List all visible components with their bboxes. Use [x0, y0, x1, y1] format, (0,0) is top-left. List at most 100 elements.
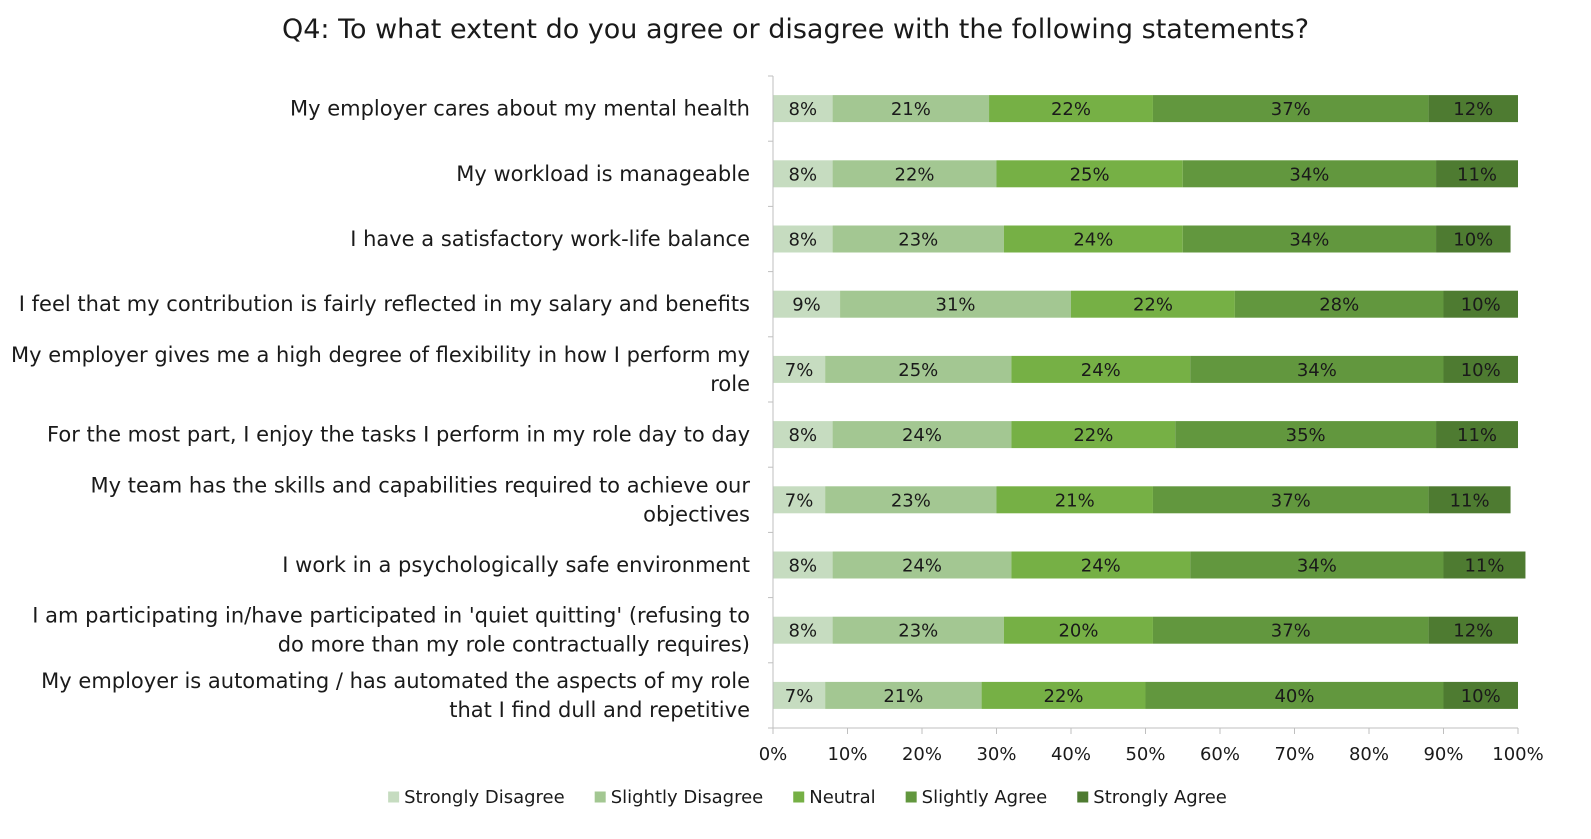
bar-segment [1234, 290, 1444, 318]
bar-segment [832, 551, 1012, 579]
data-label: 22% [1073, 425, 1113, 446]
data-label: 12% [1453, 621, 1493, 642]
bar-segment [825, 681, 982, 709]
legend-label: Slightly Agree [922, 787, 1048, 808]
x-tick-label: 70% [1274, 744, 1314, 765]
bar-segment [1428, 95, 1518, 123]
data-label: 7% [785, 360, 814, 381]
bar-segment [773, 355, 826, 383]
bar-segment [1011, 421, 1176, 449]
bar-segment [773, 95, 833, 123]
bar-segment [1152, 486, 1429, 514]
x-tick-label: 100% [1492, 744, 1543, 765]
data-label: 35% [1286, 425, 1326, 446]
data-label: 37% [1271, 99, 1311, 120]
x-tick-label: 30% [976, 744, 1016, 765]
bar-segment [773, 551, 833, 579]
bar-segment [981, 681, 1146, 709]
bar-segment [1436, 160, 1518, 188]
bar-segment [1443, 290, 1518, 318]
data-label: 31% [936, 295, 976, 316]
bar-segment [773, 681, 826, 709]
bar-segment [1145, 681, 1444, 709]
data-label: 24% [1081, 556, 1121, 577]
x-tick-label: 20% [902, 744, 942, 765]
data-label: 9% [792, 295, 821, 316]
category-label: My team has the skills and capabilities … [91, 473, 751, 526]
legend-swatch [905, 791, 917, 803]
bar-segment [1003, 225, 1183, 253]
data-label: 8% [789, 230, 818, 251]
bar-segment [832, 421, 1012, 449]
data-label: 11% [1464, 556, 1504, 577]
data-label: 34% [1289, 230, 1329, 251]
x-tick-label: 50% [1125, 744, 1165, 765]
data-label: 11% [1457, 164, 1497, 185]
bar-segment [1436, 225, 1511, 253]
data-label: 8% [789, 425, 818, 446]
data-label: 34% [1297, 360, 1337, 381]
data-label: 11% [1457, 425, 1497, 446]
category-label: I am participating in/have participated … [32, 604, 750, 657]
bar-segment [1190, 551, 1444, 579]
x-tick-label: 60% [1200, 744, 1240, 765]
category-label: My employer gives me a high degree of fl… [11, 343, 750, 396]
data-label: 37% [1271, 621, 1311, 642]
legend-label: Strongly Disagree [404, 787, 565, 808]
data-label: 8% [789, 99, 818, 120]
data-label: 10% [1461, 360, 1501, 381]
data-label: 8% [789, 621, 818, 642]
legend-swatch [1077, 791, 1089, 803]
category-label: My employer is automating / has automate… [41, 669, 750, 722]
bar-segment [832, 616, 1004, 644]
bar-segment [773, 290, 841, 318]
data-label: 28% [1319, 295, 1359, 316]
bar-segment [832, 160, 997, 188]
bars: 8% 21% 22% 37% 12% 8% 22% 25% 34% 11% 8% 23% 24% 34% 1… [773, 95, 1526, 709]
data-label: 37% [1271, 490, 1311, 511]
data-label: 8% [789, 164, 818, 185]
x-tick-label: 90% [1423, 744, 1463, 765]
bar-segment [825, 355, 1012, 383]
data-label: 34% [1289, 164, 1329, 185]
bar-segment [773, 486, 826, 514]
bar-segment [832, 95, 990, 123]
data-label: 21% [1055, 490, 1095, 511]
bar-segment [773, 160, 833, 188]
data-label: 24% [1081, 360, 1121, 381]
data-label: 8% [789, 556, 818, 577]
bar-segment [773, 421, 833, 449]
bar-segment [1443, 551, 1526, 579]
data-label: 40% [1274, 686, 1314, 707]
x-tick-label: 0% [759, 744, 788, 765]
legend-label: Strongly Agree [1093, 787, 1227, 808]
bar-segment [996, 486, 1153, 514]
bar-segment [1182, 160, 1437, 188]
bar-segment [1175, 421, 1437, 449]
data-label: 12% [1453, 99, 1493, 120]
bar-segment [1428, 486, 1511, 514]
chart-title: Q4: To what extent do you agree or disag… [281, 14, 1310, 45]
legend-label: Slightly Disagree [611, 787, 764, 808]
data-label: 10% [1461, 686, 1501, 707]
data-label: 22% [1133, 295, 1173, 316]
bar-segment [840, 290, 1071, 318]
data-label: 22% [1051, 99, 1091, 120]
bar-segment [1436, 421, 1518, 449]
axes: 0% 10% 20% 30% 40% 50% 60% 70% 80% 90% 100% [759, 75, 1544, 765]
data-label: 24% [1073, 230, 1113, 251]
legend-swatch [594, 791, 606, 803]
data-label: 21% [891, 99, 931, 120]
bar-segment [1428, 616, 1518, 644]
data-label: 11% [1450, 490, 1490, 511]
category-label: I have a satisfactory work-life balance [350, 227, 750, 251]
data-label: 7% [785, 490, 814, 511]
bar-segment [773, 616, 833, 644]
data-label: 21% [883, 686, 923, 707]
bar-segment [1152, 95, 1429, 123]
data-label: 10% [1453, 230, 1493, 251]
data-label: 20% [1058, 621, 1098, 642]
bar-segment [996, 160, 1183, 188]
x-tick-label: 10% [827, 744, 867, 765]
data-label: 24% [902, 425, 942, 446]
